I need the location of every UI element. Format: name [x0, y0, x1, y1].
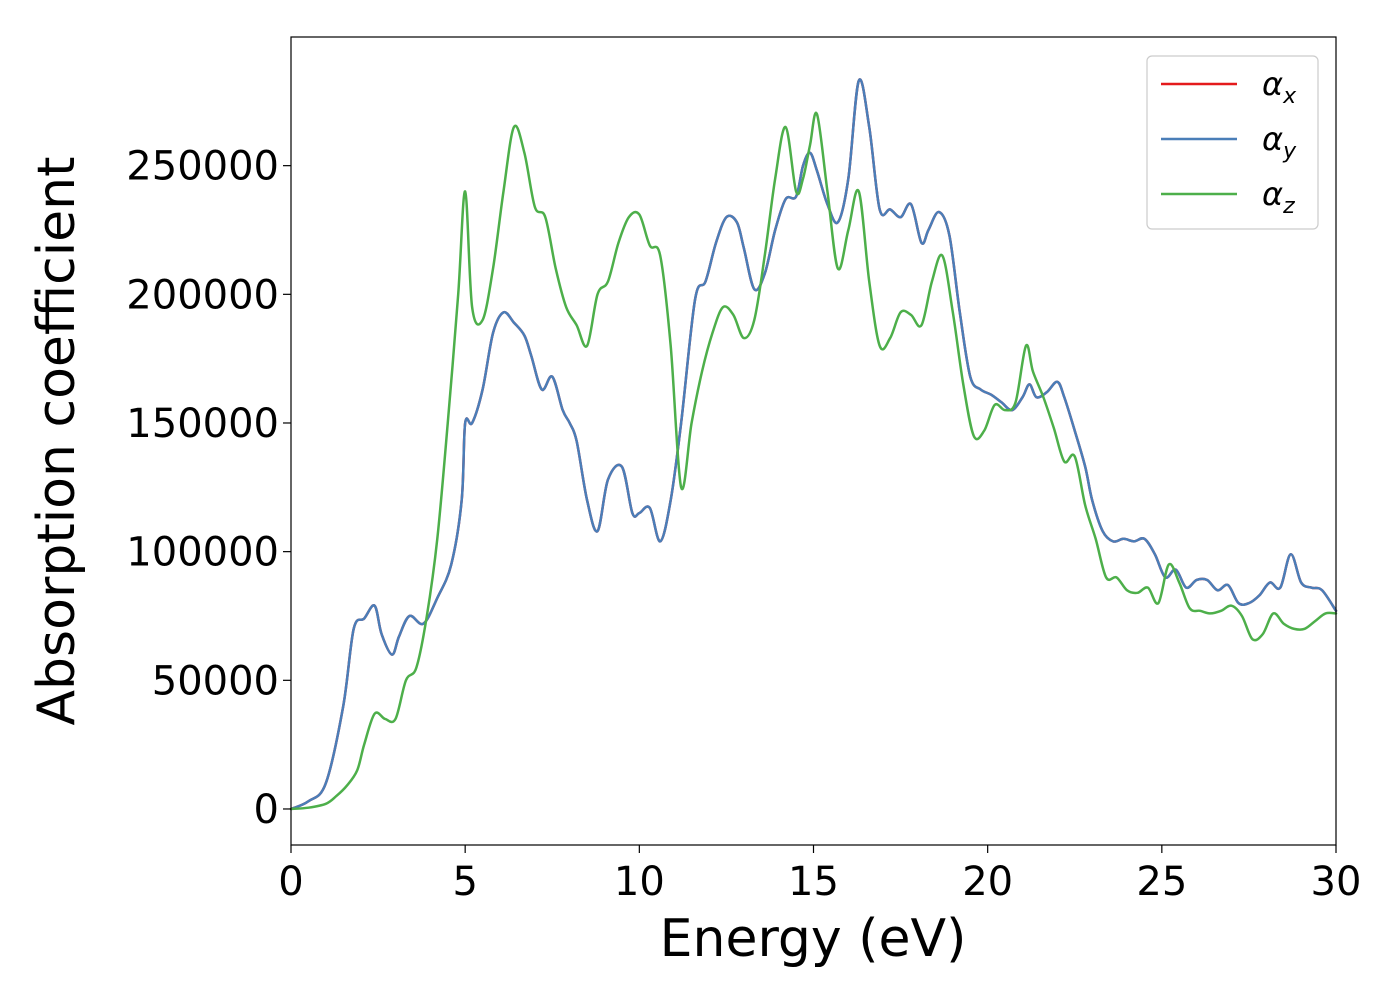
y-tick-label: 200000	[126, 272, 279, 318]
x-axis-title: Energy (eV)	[660, 909, 967, 969]
series-layer	[289, 78, 1338, 811]
legend-label-alpha-z: αz	[1262, 175, 1295, 219]
series-line-alpha-y	[289, 78, 1338, 811]
y-tick-label: 150000	[126, 401, 279, 447]
series-line-alpha-z	[289, 111, 1338, 811]
x-tick-label: 5	[452, 859, 477, 905]
y-tick-label: 50000	[152, 658, 279, 704]
x-axis-ticks: 0 5 10 15 20 25 30	[278, 845, 1361, 905]
legend-box	[1146, 55, 1319, 230]
y-axis-ticks: 0 50000 100000 150000 200000 250000	[126, 144, 291, 833]
legend: αx αy αz	[1146, 55, 1319, 230]
x-tick-label: 25	[1136, 859, 1187, 905]
y-tick-label: 100000	[126, 530, 279, 576]
legend-label-alpha-x: αx	[1262, 65, 1297, 109]
x-tick-label: 30	[1311, 859, 1362, 905]
x-tick-label: 20	[962, 859, 1013, 905]
y-axis-title: Absorption coefficient	[27, 156, 87, 725]
legend-label-alpha-y: αy	[1262, 120, 1297, 164]
y-tick-label: 0	[254, 787, 279, 833]
x-tick-label: 15	[788, 859, 839, 905]
x-tick-label: 10	[614, 859, 665, 905]
y-tick-label: 250000	[126, 144, 279, 190]
x-tick-label: 0	[278, 859, 303, 905]
